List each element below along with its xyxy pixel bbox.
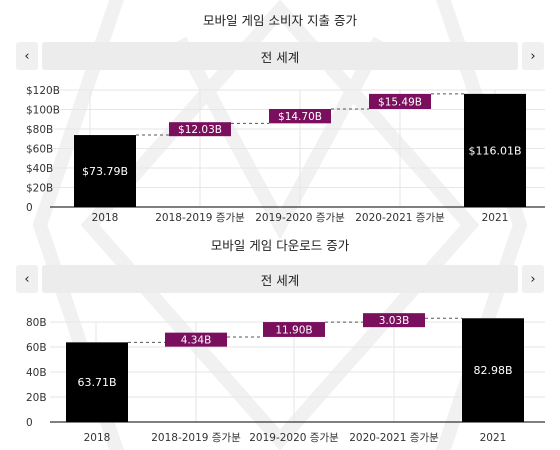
next-region-button[interactable]: ›: [522, 42, 544, 70]
prev-region-button[interactable]: ‹: [16, 42, 38, 70]
y-tick-label: $80B: [26, 124, 53, 136]
bar-value-label: $116.01B: [468, 144, 521, 157]
region-dropdown[interactable]: 전 세계: [42, 42, 518, 70]
bar-value-label: 63.71B: [77, 376, 116, 389]
y-tick-label: $20B: [26, 183, 53, 195]
x-category-label: 2018-2019 증가분: [151, 432, 241, 444]
bar-value-label: $73.79B: [82, 165, 128, 178]
bar-value-label: $15.49B: [378, 96, 422, 108]
chart-title: 모바일 게임 다운로드 증가: [210, 238, 350, 253]
increment-bar: [169, 122, 231, 137]
bar-value-label: $14.70B: [278, 111, 322, 123]
y-tick-label: 40B: [26, 367, 47, 379]
y-tick-label: 0: [26, 202, 33, 214]
chart-section-spending: 모바일 게임 소비자 지출 증가 ‹ 전 세계 › 0 $20B $40B $60B $…: [16, 13, 545, 224]
region-dropdown[interactable]: 전 세계: [42, 265, 518, 293]
chevron-right-icon: ›: [530, 48, 536, 64]
region-selector: ‹ 전 세계 ›: [16, 265, 544, 295]
total-bar: [464, 93, 526, 207]
y-tick-label: $60B: [26, 144, 53, 156]
region-selector: ‹ 전 세계 ›: [16, 42, 544, 72]
x-category-label: 2018-2019 증가분: [155, 212, 245, 224]
x-category-label: 2020-2021 증가분: [355, 212, 445, 224]
waterfall-chart-downloads: 0 20B 40B 60B 80B 63.71B 2018 4.34B 2018-2019 증가…: [26, 313, 545, 444]
bar-value-label: $12.03B: [178, 124, 222, 136]
x-category-label: 2018: [92, 212, 119, 224]
y-tick-label: $100B: [26, 105, 60, 117]
y-tick-label: 60B: [26, 342, 47, 354]
total-bar: [462, 318, 524, 422]
y-tick-label: $120B: [26, 85, 60, 97]
chart-title: 모바일 게임 소비자 지출 증가: [203, 13, 357, 28]
increment-bar: [263, 322, 325, 337]
next-region-button[interactable]: ›: [522, 265, 544, 293]
chevron-left-icon: ‹: [24, 48, 30, 64]
waterfall-chart-spending: 0 $20B $40B $60B $80B $100B $120B $73.79B 2018 $1…: [26, 85, 545, 224]
y-tick-label: $40B: [26, 163, 53, 175]
y-tick-label: 80B: [26, 317, 47, 329]
bar-value-label: 11.90B: [275, 325, 312, 337]
chevron-left-icon: ‹: [24, 271, 30, 287]
bar-value-label: 4.34B: [181, 335, 212, 347]
total-bar: [74, 135, 136, 207]
x-category-label: 2021: [482, 212, 509, 224]
chart-section-downloads: 모바일 게임 다운로드 증가 ‹ 전 세계 › 0 20B 40B 60B 80B 63.…: [0, 225, 560, 450]
x-category-label: 2019-2020 증가분: [249, 432, 339, 444]
region-label: 전 세계: [260, 49, 300, 65]
region-label: 전 세계: [260, 272, 300, 288]
bar-value-label: 82.98B: [473, 364, 512, 377]
x-category-label: 2021: [480, 432, 507, 444]
prev-region-button[interactable]: ‹: [16, 265, 38, 293]
x-category-label: 2018: [84, 432, 111, 444]
x-category-label: 2020-2021 증가분: [349, 432, 439, 444]
chevron-right-icon: ›: [530, 271, 536, 287]
increment-bar: [369, 93, 431, 109]
increment-bar: [165, 332, 227, 347]
x-category-label: 2019-2020 증가분: [255, 212, 345, 224]
bar-value-label: 3.03B: [379, 315, 410, 327]
y-tick-label: 0: [26, 417, 33, 429]
total-bar: [66, 342, 128, 422]
y-tick-label: 20B: [26, 392, 47, 404]
increment-bar: [363, 313, 425, 328]
increment-bar: [269, 108, 331, 124]
